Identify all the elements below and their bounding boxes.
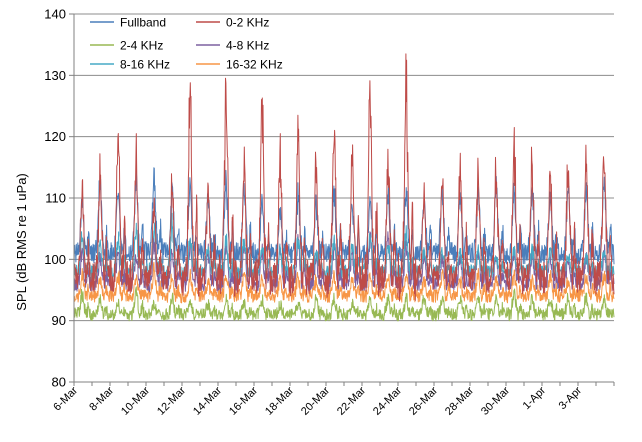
legend-item: 2-4 KHz — [90, 39, 163, 53]
y-tick-label: 120 — [44, 129, 66, 144]
y-tick-label: 90 — [52, 313, 66, 328]
legend-label: Fullband — [120, 16, 166, 30]
x-tick-label: 28-Mar — [443, 384, 476, 417]
y-tick-label: 80 — [52, 375, 66, 390]
x-tick-label: 30-Mar — [479, 384, 512, 417]
x-tick-label: 24-Mar — [371, 384, 404, 417]
y-axis-label: SPL (dB RMS re 1 uPa) — [14, 173, 29, 311]
x-tick-label: 3-Apr — [557, 384, 585, 412]
x-tick-label: 20-Mar — [299, 384, 332, 417]
series-line-0-2-khz — [73, 53, 615, 302]
series-lines — [73, 53, 615, 322]
legend-item: Fullband — [90, 16, 166, 30]
legend-label: 2-4 KHz — [120, 39, 163, 53]
legend-item: 16-32 KHz — [196, 58, 283, 72]
x-tick-label: 8-Mar — [87, 384, 116, 413]
legend-item: 4-8 KHz — [196, 39, 269, 53]
series-line-2-4-khz — [73, 286, 615, 322]
x-tick-label: 26-Mar — [407, 384, 440, 417]
x-tick-label: 16-Mar — [227, 384, 260, 417]
x-tick-label: 18-Mar — [263, 384, 296, 417]
series-line-fullband — [73, 167, 615, 266]
legend-item: 8-16 KHz — [90, 58, 170, 72]
legend-label: 16-32 KHz — [226, 58, 283, 72]
y-tick-label: 100 — [44, 252, 66, 267]
y-tick-labels: 80 90 100 110 120 130 140 — [44, 7, 66, 390]
axes — [73, 14, 615, 386]
legend-label: 0-2 KHz — [226, 16, 269, 30]
x-tick-labels: 6-Mar 8-Mar 10-Mar 12-Mar 14-Mar 16-Mar 18-Mar… — [51, 384, 584, 417]
x-tick-label: 10-Mar — [119, 384, 152, 417]
legend-label: 4-8 KHz — [226, 39, 269, 53]
legend-label: 8-16 KHz — [120, 58, 170, 72]
x-tick-label: 12-Mar — [155, 384, 188, 417]
x-tick-label: 22-Mar — [335, 384, 368, 417]
series-line-16-32-khz — [73, 261, 615, 304]
legend: Fullband 0-2 KHz 2-4 KHz 4-8 KHz 8-16 KHz 16-… — [90, 16, 283, 72]
x-tick-label: 14-Mar — [191, 384, 224, 417]
legend-item: 0-2 KHz — [196, 16, 269, 30]
y-tick-label: 110 — [45, 191, 66, 206]
y-tick-label: 130 — [44, 68, 66, 83]
y-tick-label: 140 — [44, 7, 66, 22]
x-tick-label: 1-Apr — [521, 384, 549, 412]
